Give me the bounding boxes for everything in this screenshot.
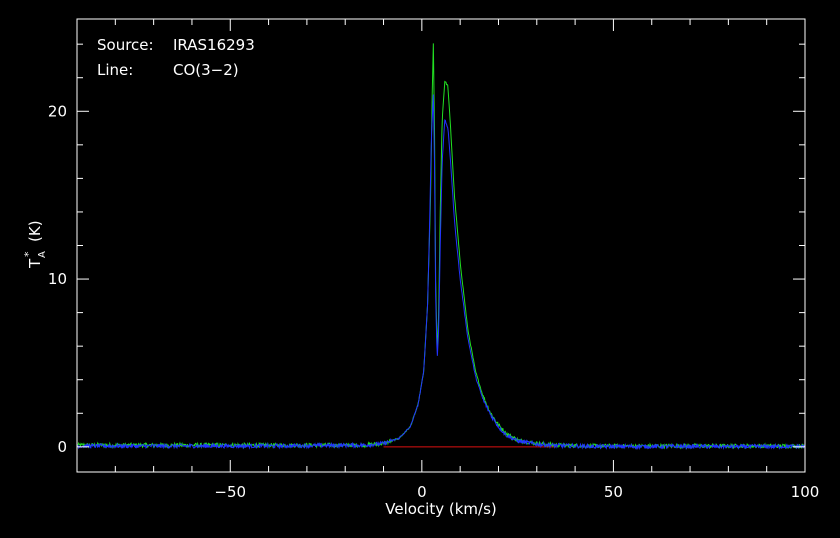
x-tick-label: 100	[791, 483, 820, 501]
source-value: IRAS16293	[173, 36, 255, 54]
y-axis-label-sub: A	[37, 251, 48, 258]
ticks-layer	[76, 19, 806, 472]
x-tick-label: −50	[214, 483, 246, 501]
tick-labels-layer: −50 0 50 100 0 10 20	[48, 102, 819, 501]
line-label: Line:	[97, 61, 133, 79]
plot-frame	[76, 18, 806, 473]
y-axis-label-sup: *	[22, 251, 35, 257]
y-tick-label: 10	[48, 270, 67, 288]
x-axis-label: Velocity (km/s)	[385, 500, 496, 518]
line-value: CO(3−2)	[173, 61, 239, 79]
x-tick-label: 50	[604, 483, 623, 501]
series-layer	[76, 43, 805, 451]
source-label: Source:	[97, 36, 154, 54]
y-tick-label: 20	[48, 102, 67, 120]
y-axis-label: T A * (K)	[22, 220, 48, 269]
y-axis-label-main: T	[26, 258, 44, 269]
y-axis-label-unit: (K)	[26, 220, 44, 242]
y-tick-label: 0	[57, 438, 67, 456]
series-line-blue	[76, 94, 805, 451]
x-tick-label: 0	[417, 483, 427, 501]
